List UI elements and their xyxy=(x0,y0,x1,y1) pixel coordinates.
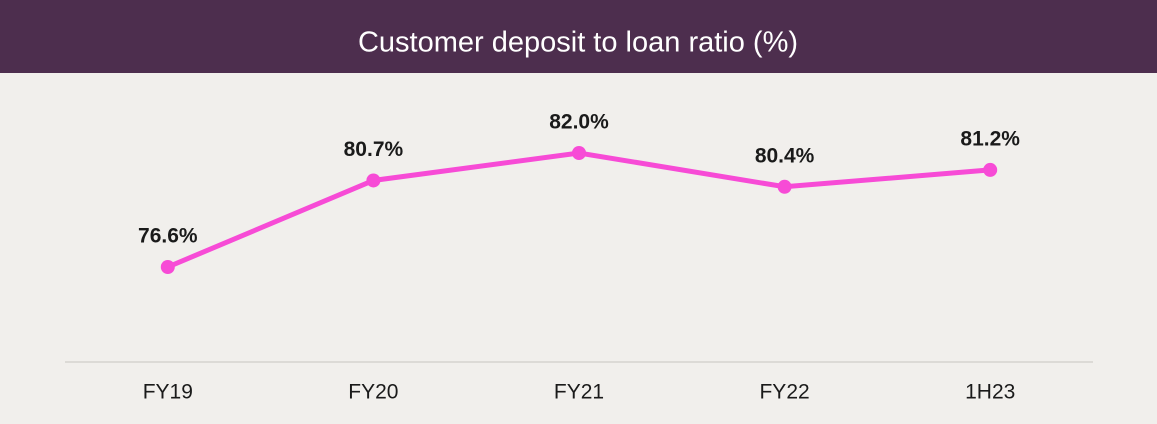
x-tick-label: FY19 xyxy=(143,381,193,404)
x-tick-label: FY21 xyxy=(554,381,604,404)
data-label: 81.2% xyxy=(960,127,1020,150)
point xyxy=(572,146,586,160)
data-label: 76.6% xyxy=(138,225,198,248)
x-tick-label: FY20 xyxy=(348,381,398,404)
data-label: 82.0% xyxy=(549,111,609,134)
x-tick-label: FY22 xyxy=(759,381,809,404)
data-label: 80.4% xyxy=(755,144,815,167)
point xyxy=(983,162,998,177)
x-tick-label: 1H23 xyxy=(965,381,1015,404)
point xyxy=(366,173,381,188)
point xyxy=(777,179,792,194)
header-band xyxy=(0,0,1157,73)
chart-title: Customer deposit to loan ratio (%) xyxy=(358,27,798,59)
point xyxy=(160,260,175,274)
data-label: 80.7% xyxy=(344,138,404,161)
